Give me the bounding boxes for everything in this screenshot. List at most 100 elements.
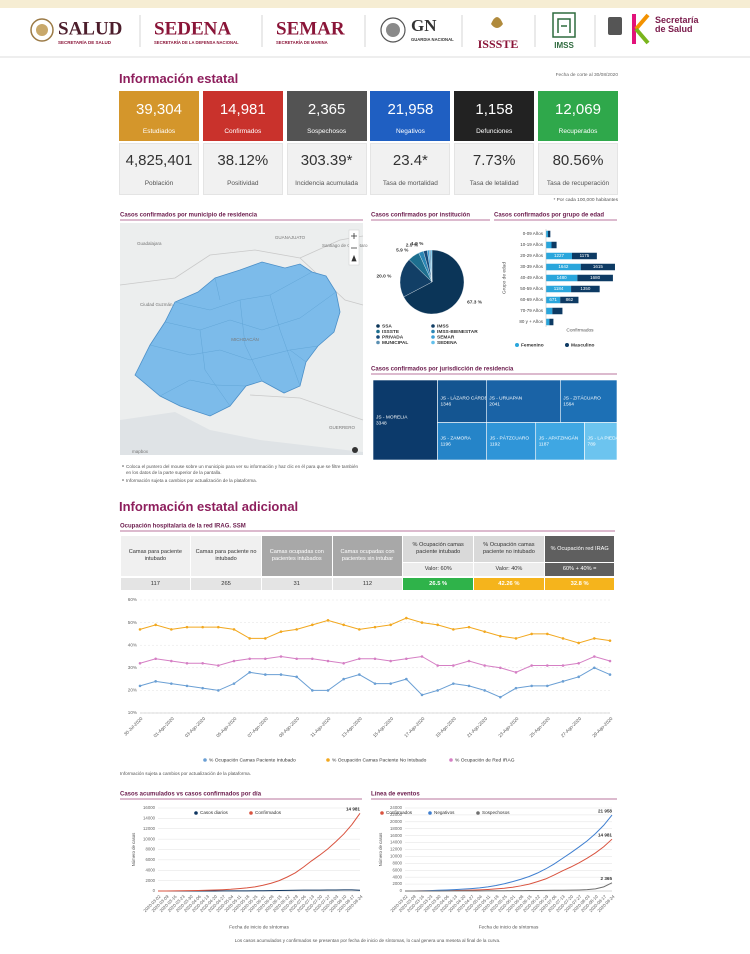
legend-label: Sospechosos xyxy=(482,810,510,815)
logo-emblem xyxy=(634,13,650,31)
data-label: 14 981 xyxy=(598,832,612,837)
point xyxy=(217,664,220,667)
panel-title: Casos confirmados por institución xyxy=(371,213,470,219)
zoom-icons xyxy=(351,233,357,262)
legend-swatch xyxy=(376,335,380,339)
y-tick-label: 10% xyxy=(128,710,137,715)
legend-swatch xyxy=(249,811,253,815)
legend-label: % Ocupación Camas Paciente Intubado xyxy=(209,757,296,763)
treemap-value: 1196 xyxy=(441,442,452,448)
legend-swatch xyxy=(431,324,435,328)
indicator-card xyxy=(119,143,199,195)
point xyxy=(311,689,314,692)
point xyxy=(185,684,189,688)
bar-label: 1642 xyxy=(558,264,569,269)
treemap-cell xyxy=(486,422,537,461)
point xyxy=(326,659,330,663)
x-tick-label: 07-Ago-2020 xyxy=(247,716,270,739)
y-tick-label: 16000 xyxy=(143,805,156,810)
table-header: Camas para paciente no intubado xyxy=(191,536,261,576)
point xyxy=(170,628,173,631)
point xyxy=(201,625,204,629)
bar-segment xyxy=(580,263,615,271)
legend-label: Confirmados xyxy=(386,810,413,815)
legend-label: SEMAR xyxy=(437,334,455,340)
point xyxy=(546,632,549,636)
point xyxy=(217,689,220,692)
treemap-label: JS - LÁZARO CÁRDENAS xyxy=(441,395,498,402)
y-tick-label: 16000 xyxy=(390,833,403,838)
point xyxy=(389,659,392,663)
bar-segment xyxy=(546,307,553,315)
treemap-label: JS - ZITÁCUARO xyxy=(563,395,601,402)
y-tick-label: 30% xyxy=(128,665,137,670)
legend-swatch xyxy=(431,335,435,339)
panel-title: Casos confirmados por municipio de resid… xyxy=(120,213,258,219)
y-tick-label: 14000 xyxy=(143,816,156,821)
map-label: MICHOACÁN xyxy=(231,336,259,342)
logo-name: SEMAR xyxy=(276,18,345,39)
point xyxy=(217,625,220,629)
panel-title: Casos confirmados por grupo de edad xyxy=(494,213,604,219)
point xyxy=(279,655,283,658)
point xyxy=(561,637,565,640)
point xyxy=(499,666,502,670)
bar-segment xyxy=(546,252,572,260)
stat-card xyxy=(119,91,199,141)
y-tick-label: 10000 xyxy=(143,836,156,841)
map-note: Información sujeta a cambios por actuali… xyxy=(126,478,257,483)
map-label: Ciudad Guzmán xyxy=(140,302,173,307)
point xyxy=(373,682,377,685)
stat-card xyxy=(202,91,283,141)
treemap-label: JS - MORELIA xyxy=(376,414,408,420)
point xyxy=(452,682,455,685)
bar-segment xyxy=(546,274,578,282)
stat-label: Sospechosos xyxy=(307,128,347,135)
x-tick-label: 29-Ago-2020 xyxy=(591,716,614,739)
point xyxy=(279,630,283,633)
y-tick-label: 50% xyxy=(128,620,137,625)
indicator-card xyxy=(286,143,367,195)
point xyxy=(295,675,298,679)
logo-emblem xyxy=(491,17,503,28)
info-icon xyxy=(352,447,358,453)
axis-title: Grupo de edad xyxy=(501,262,507,294)
point xyxy=(420,621,424,624)
series-line xyxy=(404,882,613,892)
series-line xyxy=(404,814,613,892)
legend-swatch xyxy=(376,329,380,334)
axis-title: Número de casos xyxy=(378,833,383,867)
point xyxy=(530,664,533,667)
legend-label: Confirmados xyxy=(255,810,282,815)
point xyxy=(138,684,142,688)
bar-label: 1680 xyxy=(590,275,601,280)
stat-value: 12,069 xyxy=(555,101,601,118)
pie-label: 2.5 % xyxy=(406,243,419,249)
point xyxy=(264,673,267,676)
y-tick-label: 8000 xyxy=(145,847,155,852)
logo-emblem xyxy=(30,18,54,42)
panel-title: Ocupación hospitalaria de la red IRAG. S… xyxy=(120,524,246,530)
stat-value: 2,365 xyxy=(307,101,346,118)
footnote: * Por cada 100,000 habitantes xyxy=(553,198,618,203)
legend-label: PRIVADA xyxy=(382,334,404,340)
point xyxy=(201,661,204,665)
treemap-label: JS - PÁTZCUARO xyxy=(490,435,530,442)
legend-swatch xyxy=(449,758,453,762)
water xyxy=(120,412,363,455)
point xyxy=(358,657,361,661)
bar-segment xyxy=(546,241,552,249)
stat-value: 21,958 xyxy=(387,101,434,118)
logo-emblem xyxy=(36,24,48,36)
bar-segment xyxy=(552,307,563,315)
legend-swatch xyxy=(431,329,435,334)
map-label: GUANAJUATO xyxy=(275,235,306,240)
legend-label: % Ocupación Camas Paciente No Intubado xyxy=(332,757,427,763)
top-band xyxy=(0,0,750,8)
bar-segment xyxy=(571,285,600,293)
y-tick-label: 20-29 Años xyxy=(520,253,544,258)
point xyxy=(326,689,330,692)
legend-swatch xyxy=(476,811,480,815)
axis-title: Fecha de inicio de síntomas xyxy=(229,924,289,930)
